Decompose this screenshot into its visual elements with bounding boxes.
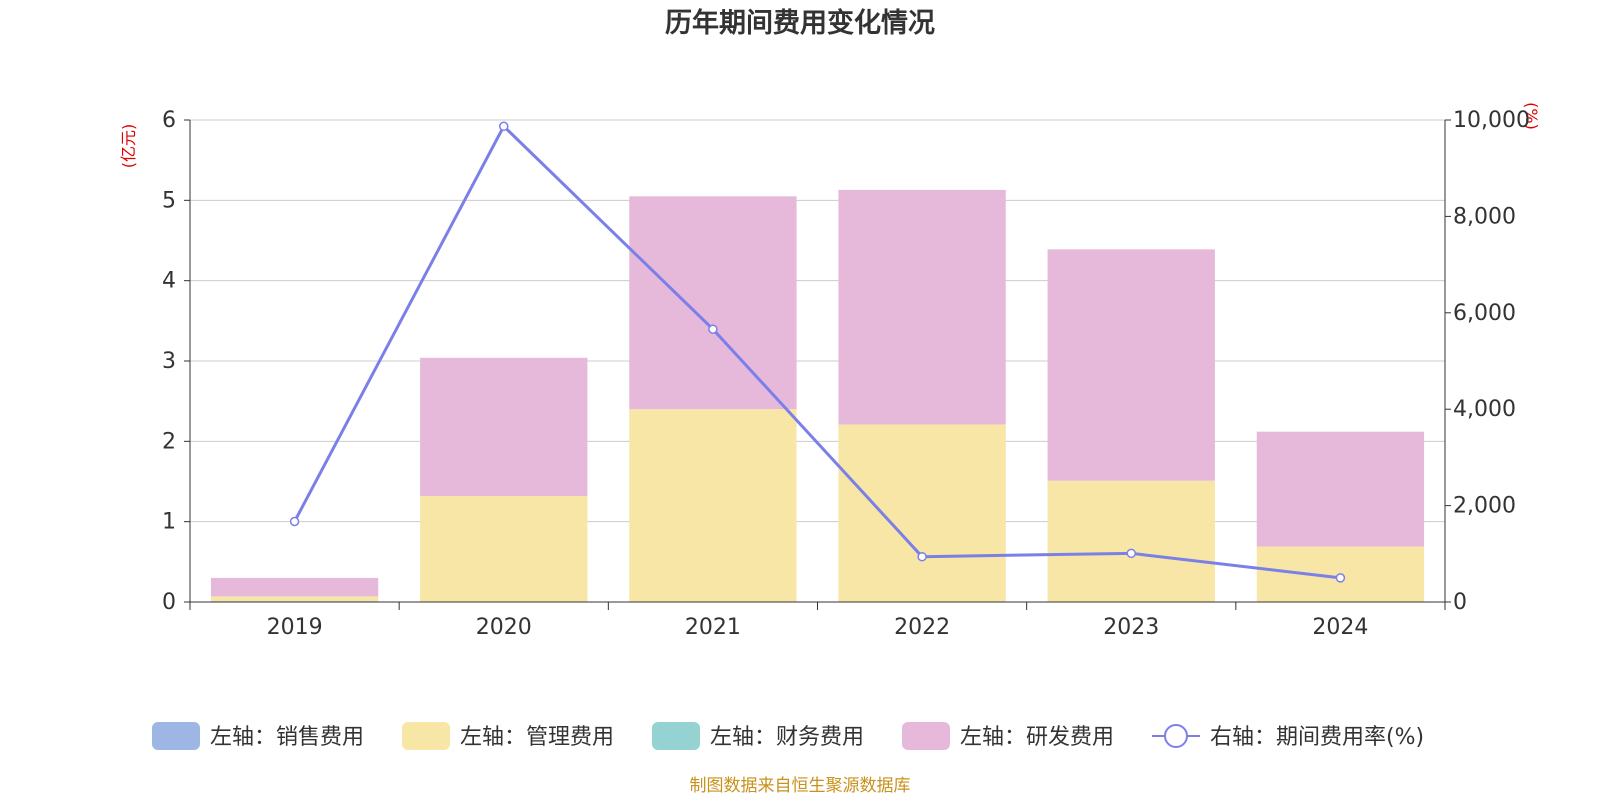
bar-admin-2023 (1047, 480, 1215, 602)
legend-swatch-rd (902, 722, 950, 750)
legend-swatch-admin (402, 722, 450, 750)
rate-point-2023 (1126, 548, 1136, 559)
right-tick-label: 4,000 (1453, 397, 1516, 422)
bar-admin-2022 (838, 424, 1006, 602)
x-tick-label: 2023 (1103, 615, 1159, 640)
bar-rd-2024 (1256, 431, 1425, 547)
left-tick-label: 2 (162, 429, 176, 454)
right-tick-label: 8,000 (1453, 204, 1516, 229)
legend-label: 右轴：期间费用率(%) (1210, 725, 1424, 750)
rate-point-2019 (289, 516, 300, 527)
x-tick-label: 2021 (685, 615, 741, 640)
source-note: 制图数据来自恒生聚源数据库 (690, 776, 911, 796)
rate-point-2020 (499, 121, 509, 132)
x-tick-label: 2020 (476, 615, 532, 640)
rate-polyline (293, 123, 1341, 580)
legend-label: 左轴：研发费用 (960, 725, 1114, 750)
left-tick-label: 6 (162, 108, 176, 133)
bar-rd-2020 (420, 357, 588, 496)
left-tick-label: 3 (162, 349, 176, 374)
legend-swatch-finance (652, 722, 700, 750)
bar-rd-2023 (1047, 249, 1215, 481)
rate-point-2024 (1335, 573, 1346, 583)
bar-admin-2020 (420, 495, 588, 602)
right-tick-label: 10,000 (1453, 108, 1530, 133)
x-tick-label: 2024 (1312, 615, 1368, 640)
left-tick-label: 1 (162, 510, 176, 535)
legend-label: 左轴：财务费用 (710, 725, 864, 750)
x-tick-label: 2022 (894, 615, 950, 640)
bars (210, 189, 1425, 602)
legend-label: 左轴：销售费用 (210, 725, 364, 750)
rate-line (289, 121, 1346, 583)
bar-rd-2021 (629, 196, 797, 410)
left-tick-label: 5 (162, 188, 176, 213)
bar-rd-2019 (210, 577, 379, 597)
rate-point-2021 (708, 324, 718, 334)
legend: 左轴：销售费用 左轴：管理费用 左轴：财务费用 左轴：研发费用 右轴：期间费用率(%) (152, 722, 1424, 750)
bar-rd-2022 (838, 189, 1006, 425)
left-axis-unit: (亿元) (119, 124, 138, 169)
legend-swatch-sales (152, 722, 200, 750)
rate-point-2022 (917, 551, 927, 562)
left-tick-label: 4 (162, 269, 176, 294)
left-tick-label: 0 (162, 590, 176, 615)
legend-label: 左轴：管理费用 (460, 725, 614, 750)
x-tick-label: 2019 (267, 615, 323, 640)
right-tick-label: 2,000 (1453, 494, 1516, 519)
chart-title: 历年期间费用变化情况 (665, 7, 935, 39)
right-tick-label: 6,000 (1453, 301, 1516, 326)
bar-admin-2019 (210, 596, 379, 602)
legend-circle-swatch (1164, 724, 1188, 748)
right-tick-label: 0 (1453, 590, 1467, 615)
bar-admin-2021 (629, 409, 797, 602)
axes: 0 1 2 3 4 5 6 0 2,000 4,000 6,000 8,000 10,000 2019 20… (162, 108, 1530, 640)
right-axis-unit: (%) (1522, 102, 1541, 130)
